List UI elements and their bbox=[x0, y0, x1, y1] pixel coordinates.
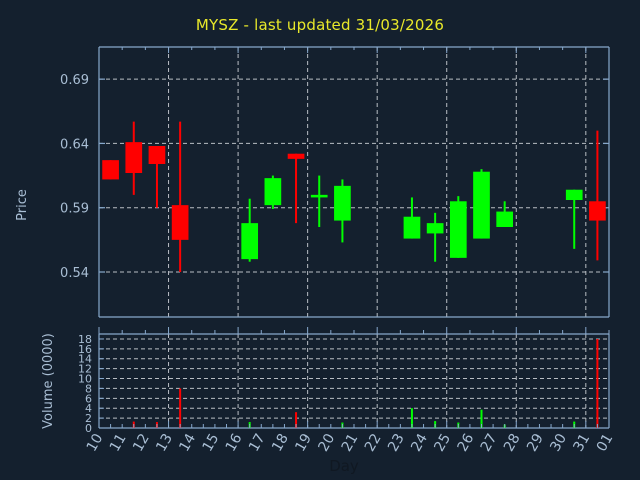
candle-18 bbox=[287, 153, 305, 224]
candle-31 bbox=[589, 130, 606, 261]
candle-20 bbox=[334, 179, 351, 243]
volume-tick-label: 4 bbox=[85, 402, 92, 415]
x-tick-label-17: 17 bbox=[246, 431, 269, 454]
candle-30 bbox=[565, 189, 583, 249]
price-panel-background bbox=[99, 47, 609, 317]
volume-tick-label: 8 bbox=[85, 382, 92, 395]
candle-body bbox=[171, 205, 189, 240]
candle-body bbox=[334, 185, 351, 221]
volume-tick-label: 14 bbox=[78, 353, 92, 366]
x-tick-label-31: 31 bbox=[571, 431, 594, 454]
candle-27 bbox=[496, 201, 514, 227]
volume-minor-ticks bbox=[98, 327, 610, 428]
x-tick-label-01: 01 bbox=[594, 431, 617, 454]
candle-16 bbox=[241, 198, 259, 262]
price-tick-label: 0.54 bbox=[60, 266, 89, 281]
x-axis-label: Day bbox=[329, 457, 359, 475]
candle-body bbox=[241, 223, 259, 260]
chart-title: MYSZ - last updated 31/03/2026 bbox=[195, 16, 445, 34]
x-tick-label-13: 13 bbox=[153, 431, 176, 454]
candlesticks bbox=[102, 121, 606, 272]
x-tick-label-24: 24 bbox=[408, 431, 431, 455]
candle-body bbox=[310, 194, 328, 198]
candle-24 bbox=[426, 212, 444, 262]
x-tick-label-22: 22 bbox=[362, 431, 385, 454]
price-axis-ticks: 0.69 0.64 0.59 0.54 bbox=[60, 73, 609, 281]
volume-panel-background bbox=[99, 334, 609, 428]
volume-tick-label: 6 bbox=[85, 392, 92, 405]
volume-axis-label: Volume (0000) bbox=[41, 333, 56, 429]
x-tick-label-28: 28 bbox=[501, 431, 524, 454]
candle-body bbox=[473, 171, 490, 239]
price-top-ticks bbox=[98, 47, 610, 53]
candle-13 bbox=[171, 121, 189, 272]
price-tick-label: 0.64 bbox=[60, 137, 89, 152]
candle-body bbox=[449, 201, 467, 258]
volume-tick-label: 18 bbox=[78, 333, 92, 346]
price-tick-label: 0.69 bbox=[60, 73, 89, 88]
x-tick-label-26: 26 bbox=[455, 431, 478, 455]
price-tick-label: 0.59 bbox=[60, 202, 89, 217]
candle-26 bbox=[473, 169, 490, 239]
candle-10 bbox=[102, 160, 119, 180]
x-tick-label-20: 20 bbox=[316, 431, 339, 454]
candle-23 bbox=[403, 197, 421, 239]
x-tick-label-27: 27 bbox=[478, 431, 501, 454]
x-tick-label-19: 19 bbox=[292, 431, 315, 454]
x-tick-label-29: 29 bbox=[524, 431, 547, 454]
candle-body bbox=[589, 201, 606, 221]
price-axis-label: Price bbox=[15, 189, 30, 221]
candle-body bbox=[125, 142, 143, 173]
x-tick-label-25: 25 bbox=[431, 431, 454, 454]
price-panel: 0.69 0.64 0.59 0.54 bbox=[60, 46, 610, 318]
volume-tick-label: 0 bbox=[85, 422, 92, 435]
candle-11 bbox=[125, 121, 143, 195]
x-tick-label-11: 11 bbox=[107, 431, 130, 454]
candle-body bbox=[496, 211, 514, 227]
candle-body bbox=[287, 153, 305, 159]
x-tick-label-14: 14 bbox=[176, 431, 199, 455]
volume-tick-label: 16 bbox=[78, 343, 92, 356]
x-tick-label-18: 18 bbox=[269, 431, 292, 454]
x-tick-label-10: 10 bbox=[84, 431, 107, 454]
candle-body bbox=[403, 216, 421, 239]
x-tick-label-21: 21 bbox=[339, 431, 362, 454]
candle-body bbox=[565, 189, 583, 200]
volume-gridlines bbox=[98, 334, 609, 428]
x-tick-label-30: 30 bbox=[547, 431, 570, 454]
volume-tick-label: 10 bbox=[78, 373, 92, 386]
candle-body bbox=[102, 160, 119, 180]
x-tick-label-23: 23 bbox=[385, 431, 408, 454]
candle-25 bbox=[449, 196, 467, 258]
candle-body bbox=[148, 146, 166, 164]
candle-body bbox=[264, 178, 282, 206]
x-tick-label-16: 16 bbox=[223, 431, 246, 455]
x-axis-tick-labels: 10 11 12 13 14 15 16 17 18 19 20 21 22 23 24 25 26 27 28 29… bbox=[84, 431, 617, 455]
candle-body bbox=[426, 223, 444, 234]
x-tick-label-15: 15 bbox=[200, 431, 223, 454]
candle-19 bbox=[310, 175, 328, 227]
volume-tick-label: 2 bbox=[85, 412, 92, 425]
candle-17 bbox=[264, 175, 282, 209]
volume-tick-label: 12 bbox=[78, 363, 92, 376]
candle-12 bbox=[148, 146, 166, 208]
x-tick-label-12: 12 bbox=[130, 431, 153, 454]
